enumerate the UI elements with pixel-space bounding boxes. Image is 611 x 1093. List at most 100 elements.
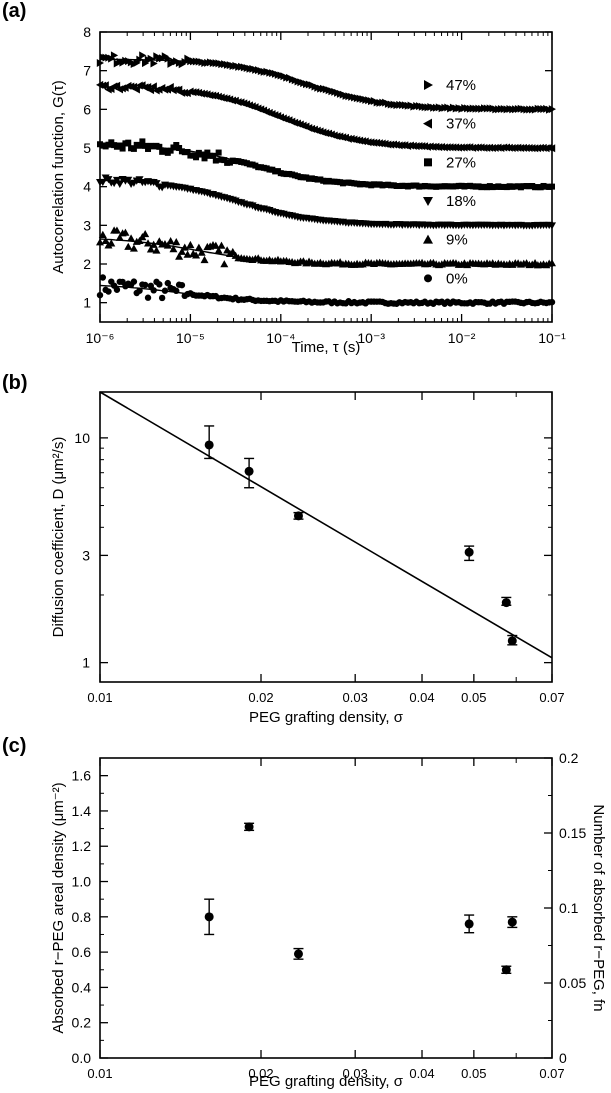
panel-a-y-axis: 1 2 3 4 5 6 7 8	[83, 24, 552, 311]
a-data-point	[204, 149, 211, 156]
a-data-point	[136, 55, 144, 64]
a-data-point	[105, 288, 112, 295]
panel-c-y2-axis: 0 0.05 0.1 0.15 0.2	[544, 750, 586, 1066]
a-data-point	[164, 54, 172, 63]
a-data-point	[194, 243, 203, 251]
a-data-point	[403, 141, 412, 150]
a-data-point	[144, 294, 152, 301]
a-legend-marker	[423, 234, 433, 244]
panel-c-chart: 0.01 0.02 0.03 0.04 0.05 0.07 0.0 0.2 0.4 0.6 0.8…	[50, 750, 607, 1090]
a-data-point	[163, 241, 172, 249]
c-data-point	[204, 912, 214, 922]
panel-b-frame	[99, 391, 553, 683]
a-data-point	[548, 222, 556, 230]
a-ytick-label: 8	[83, 24, 91, 40]
a-data-point	[152, 246, 161, 254]
b-ytick-label: 1	[82, 655, 90, 671]
c-y2tick-label: 0.2	[559, 750, 579, 766]
a-data-point	[121, 228, 130, 236]
a-xtick-label: 10⁻⁵	[176, 330, 205, 346]
panel-b-xlabel: PEG grafting density, σ	[249, 709, 404, 726]
a-legend-marker	[423, 197, 433, 206]
c-xtick-label: 0.02	[248, 1066, 273, 1081]
c-y2tick-label: 0.05	[559, 975, 586, 991]
b-xtick-label: 0.07	[539, 690, 564, 705]
a-data-point	[432, 142, 440, 151]
a-series-47%	[96, 51, 556, 114]
a-legend-label: 47%	[446, 77, 476, 94]
b-data-point	[204, 440, 214, 450]
a-data-point	[347, 134, 355, 143]
a-data-point	[116, 142, 123, 149]
c-ytick-label: 1.4	[72, 803, 92, 819]
c-xtick-label: 0.01	[87, 1066, 112, 1081]
a-data-point	[548, 298, 556, 306]
a-data-point	[197, 248, 206, 256]
a-data-point	[211, 241, 220, 249]
a-data-point	[210, 152, 216, 159]
a-data-point	[98, 230, 107, 239]
a-data-point	[127, 234, 136, 242]
panel-a-data	[96, 51, 556, 307]
a-data-point	[130, 145, 137, 152]
a-data-point	[129, 244, 138, 252]
a-data-point	[198, 151, 205, 158]
c-ytick-label: 0.8	[72, 909, 92, 925]
a-series-37%	[96, 80, 556, 153]
a-data-point	[145, 145, 152, 152]
a-data-point	[118, 84, 126, 93]
a-ytick-label: 5	[83, 140, 91, 156]
a-data-point	[212, 157, 219, 164]
a-legend-label: 0%	[446, 270, 468, 287]
a-data-point	[119, 145, 126, 152]
a-data-point	[130, 278, 138, 285]
a-data-point	[178, 281, 186, 289]
c-xtick-label: 0.05	[461, 1066, 486, 1081]
panel-c-x-axis: 0.01 0.02 0.03 0.04 0.05 0.07	[87, 758, 565, 1081]
a-legend-label: 37%	[446, 116, 476, 133]
c-y2tick-label: 0.1	[559, 900, 579, 916]
a-data-point	[110, 51, 119, 60]
c-ytick-label: 0.0	[72, 1050, 92, 1066]
c-ytick-label: 1.6	[72, 768, 92, 784]
a-ytick-label: 3	[83, 217, 91, 233]
a-data-point	[96, 58, 104, 67]
panel-b-ylabel: Diffusion coefficient, D (μm²/s)	[50, 437, 67, 638]
a-data-point	[169, 245, 178, 253]
panel-a-x-axis: 10⁻⁶ 10⁻⁵ 10⁻⁴ 10⁻³ 10⁻² 10⁻¹	[86, 32, 566, 346]
a-data-point	[146, 86, 155, 95]
c-data-point	[464, 919, 474, 929]
c-y2tick-label: 0	[559, 1050, 567, 1066]
a-data-point	[124, 242, 133, 250]
a-data-point	[164, 279, 171, 287]
a-data-point	[173, 141, 180, 148]
a-fit-curve	[99, 86, 552, 149]
a-data-point	[136, 287, 143, 294]
a-ytick-label: 7	[83, 63, 91, 79]
c-xtick-label: 0.07	[539, 1066, 564, 1081]
a-data-point	[173, 287, 180, 295]
a-data-point	[176, 145, 183, 152]
a-data-point	[124, 176, 133, 184]
c-xtick-label: 0.04	[409, 1066, 434, 1081]
a-data-point	[156, 281, 163, 288]
a-data-point	[217, 241, 226, 249]
a-legend-marker	[424, 158, 432, 167]
a-data-point	[548, 144, 556, 153]
a-ytick-label: 6	[83, 101, 91, 117]
a-data-point	[101, 81, 109, 90]
a-data-point	[338, 133, 347, 142]
a-data-point	[548, 105, 556, 114]
a-data-point	[161, 287, 169, 294]
panel-c-y-axis: 0.0 0.2 0.4 0.6 0.8 1.0 1.2 1.4 1.6	[72, 757, 108, 1066]
a-data-point	[466, 143, 474, 152]
panel-a-ylabel: Autocorrelation function, G(τ)	[50, 80, 67, 274]
a-data-point	[220, 260, 229, 268]
a-data-point	[200, 89, 208, 98]
panel-c-ylabel: Absorbed r−PEG areal density (μm⁻²)	[50, 782, 67, 1033]
a-data-point	[150, 287, 157, 294]
a-data-point	[139, 138, 146, 145]
a-data-point	[392, 140, 400, 149]
a-legend-marker	[423, 118, 432, 129]
a-ytick-label: 2	[83, 256, 91, 272]
